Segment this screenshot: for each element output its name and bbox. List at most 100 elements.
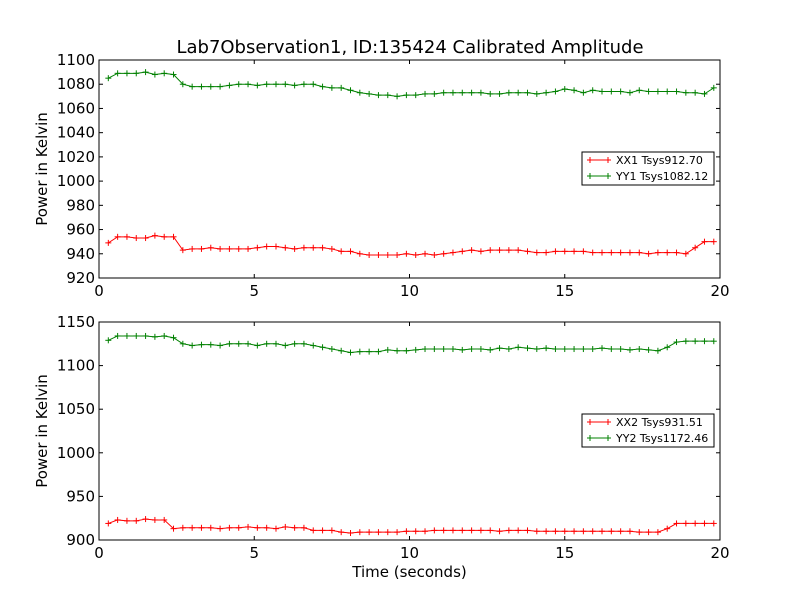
legend-marker <box>605 435 611 441</box>
data-point <box>394 347 401 354</box>
data-point <box>161 233 168 240</box>
data-point <box>412 346 419 353</box>
data-point <box>226 245 233 252</box>
data-point <box>310 527 317 534</box>
data-point <box>515 344 522 351</box>
data-point <box>682 250 689 257</box>
x-tick-label: 5 <box>249 544 259 562</box>
data-point <box>133 517 140 524</box>
y-tick-label: 940 <box>66 245 95 263</box>
data-point <box>477 248 484 255</box>
data-point <box>505 247 512 254</box>
data-point <box>282 523 289 530</box>
data-point <box>310 81 317 88</box>
data-point <box>384 251 391 258</box>
x-tick-label: 5 <box>249 282 259 300</box>
data-point <box>599 345 606 352</box>
data-point <box>524 527 531 534</box>
data-point <box>533 346 540 353</box>
data-point <box>356 89 363 96</box>
data-point <box>431 527 438 534</box>
data-point <box>571 248 578 255</box>
data-point <box>608 249 615 256</box>
data-point <box>505 346 512 353</box>
data-point <box>673 249 680 256</box>
data-point <box>477 527 484 534</box>
legend-box <box>581 413 715 448</box>
data-point <box>235 81 242 88</box>
data-point <box>449 89 456 96</box>
data-point <box>217 83 224 90</box>
legend-label: YY2 Tsys1172.46 <box>615 432 708 445</box>
data-point <box>487 527 494 534</box>
data-point <box>710 238 717 245</box>
y-tick-label: 1000 <box>57 172 95 190</box>
series-0 <box>105 516 717 537</box>
data-point <box>412 528 419 535</box>
data-point <box>133 332 140 339</box>
data-point <box>617 528 624 535</box>
data-point <box>449 249 456 256</box>
legend-entry: YY2 Tsys1172.46 <box>587 432 708 445</box>
data-point <box>394 251 401 258</box>
data-point <box>533 249 540 256</box>
data-point <box>319 344 326 351</box>
y-tick-label: 1080 <box>57 75 95 93</box>
data-point <box>217 245 224 252</box>
data-point <box>664 525 671 532</box>
y-axis-label: Power in Kelvin <box>33 112 51 226</box>
data-point <box>496 528 503 535</box>
data-point <box>356 250 363 257</box>
data-point <box>207 524 214 531</box>
data-point <box>319 244 326 251</box>
data-point <box>449 346 456 353</box>
data-point <box>459 89 466 96</box>
data-point <box>151 232 158 239</box>
data-point <box>543 528 550 535</box>
data-point <box>571 528 578 535</box>
data-point <box>692 244 699 251</box>
data-point <box>477 89 484 96</box>
y-tick-label: 920 <box>66 269 95 287</box>
data-point <box>366 251 373 258</box>
data-point <box>356 529 363 536</box>
data-point <box>599 88 606 95</box>
data-point <box>524 345 531 352</box>
plot-frame <box>98 321 721 541</box>
data-point <box>440 346 447 353</box>
data-point <box>487 90 494 97</box>
data-point <box>552 88 559 95</box>
data-point <box>636 529 643 536</box>
data-point <box>412 92 419 99</box>
data-point <box>468 346 475 353</box>
data-point <box>682 89 689 96</box>
x-tick-label: 15 <box>555 282 574 300</box>
data-point <box>375 92 382 99</box>
x-axis-label: Time (seconds) <box>351 563 467 581</box>
data-point <box>179 247 186 254</box>
data-point <box>142 235 149 242</box>
data-point <box>533 90 540 97</box>
data-point <box>142 332 149 339</box>
data-point <box>282 81 289 88</box>
x-tick-label: 10 <box>400 282 419 300</box>
data-point <box>394 529 401 536</box>
data-point <box>692 520 699 527</box>
data-point <box>384 529 391 536</box>
data-point <box>170 71 177 78</box>
data-point <box>254 524 261 531</box>
data-point <box>552 528 559 535</box>
data-point <box>515 89 522 96</box>
data-point <box>589 249 596 256</box>
data-point <box>179 524 186 531</box>
data-point <box>142 69 149 76</box>
data-point <box>272 81 279 88</box>
data-point <box>347 349 354 356</box>
data-point <box>328 245 335 252</box>
data-point <box>254 342 261 349</box>
y-tick-label: 1100 <box>57 51 95 69</box>
data-point <box>608 346 615 353</box>
data-point <box>599 249 606 256</box>
data-point <box>626 528 633 535</box>
x-tick-label: 0 <box>94 282 104 300</box>
